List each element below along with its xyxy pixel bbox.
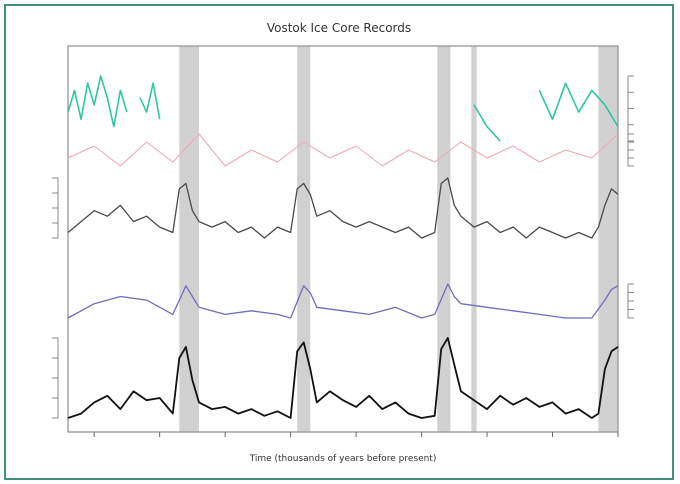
x-axis-label: Time (thousands of years before present) xyxy=(249,454,437,464)
series-line-4 xyxy=(67,337,619,419)
shaded-period-0 xyxy=(179,46,199,432)
series-line-2 xyxy=(67,177,619,239)
ice-core-chart: Vostok Ice Core Records Time (thousands … xyxy=(52,21,634,464)
series-line-1 xyxy=(67,133,619,167)
chart-frame: Vostok Ice Core Records Time (thousands … xyxy=(4,4,674,480)
series-line-0 xyxy=(67,75,619,142)
shaded-period-3 xyxy=(471,46,477,432)
shaded-period-1 xyxy=(297,46,311,432)
chart-title: Vostok Ice Core Records xyxy=(267,21,411,35)
plot-area xyxy=(67,45,619,433)
shaded-period-4 xyxy=(598,46,618,432)
series-line-3 xyxy=(67,283,619,319)
shaded-period-2 xyxy=(437,46,451,432)
